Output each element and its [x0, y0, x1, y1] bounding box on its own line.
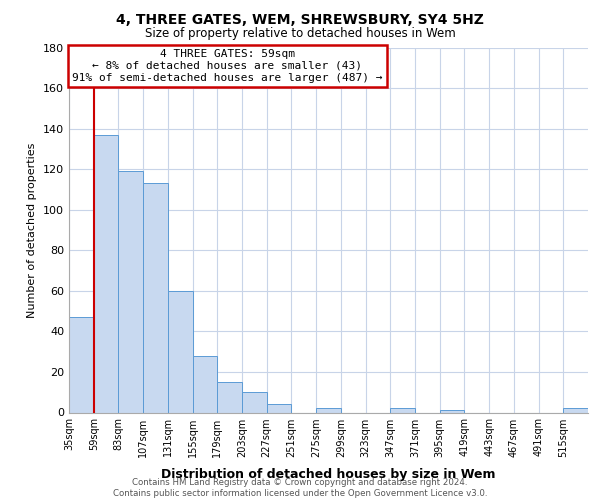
Bar: [440, 410, 464, 412]
Bar: [143, 184, 168, 412]
Text: Size of property relative to detached houses in Wem: Size of property relative to detached ho…: [145, 28, 455, 40]
Bar: [193, 356, 217, 412]
Text: 4 THREE GATES: 59sqm
← 8% of detached houses are smaller (43)
91% of semi-detach: 4 THREE GATES: 59sqm ← 8% of detached ho…: [72, 50, 383, 82]
Bar: [118, 171, 143, 412]
Bar: [69, 317, 94, 412]
Bar: [168, 291, 193, 412]
X-axis label: Distribution of detached houses by size in Wem: Distribution of detached houses by size …: [161, 468, 496, 481]
Text: 4, THREE GATES, WEM, SHREWSBURY, SY4 5HZ: 4, THREE GATES, WEM, SHREWSBURY, SY4 5HZ: [116, 12, 484, 26]
Bar: [390, 408, 415, 412]
Bar: [94, 134, 118, 412]
Bar: [316, 408, 341, 412]
Text: Contains HM Land Registry data © Crown copyright and database right 2024.
Contai: Contains HM Land Registry data © Crown c…: [113, 478, 487, 498]
Y-axis label: Number of detached properties: Number of detached properties: [28, 142, 37, 318]
Bar: [242, 392, 267, 412]
Bar: [563, 408, 588, 412]
Bar: [217, 382, 242, 412]
Bar: [267, 404, 292, 412]
